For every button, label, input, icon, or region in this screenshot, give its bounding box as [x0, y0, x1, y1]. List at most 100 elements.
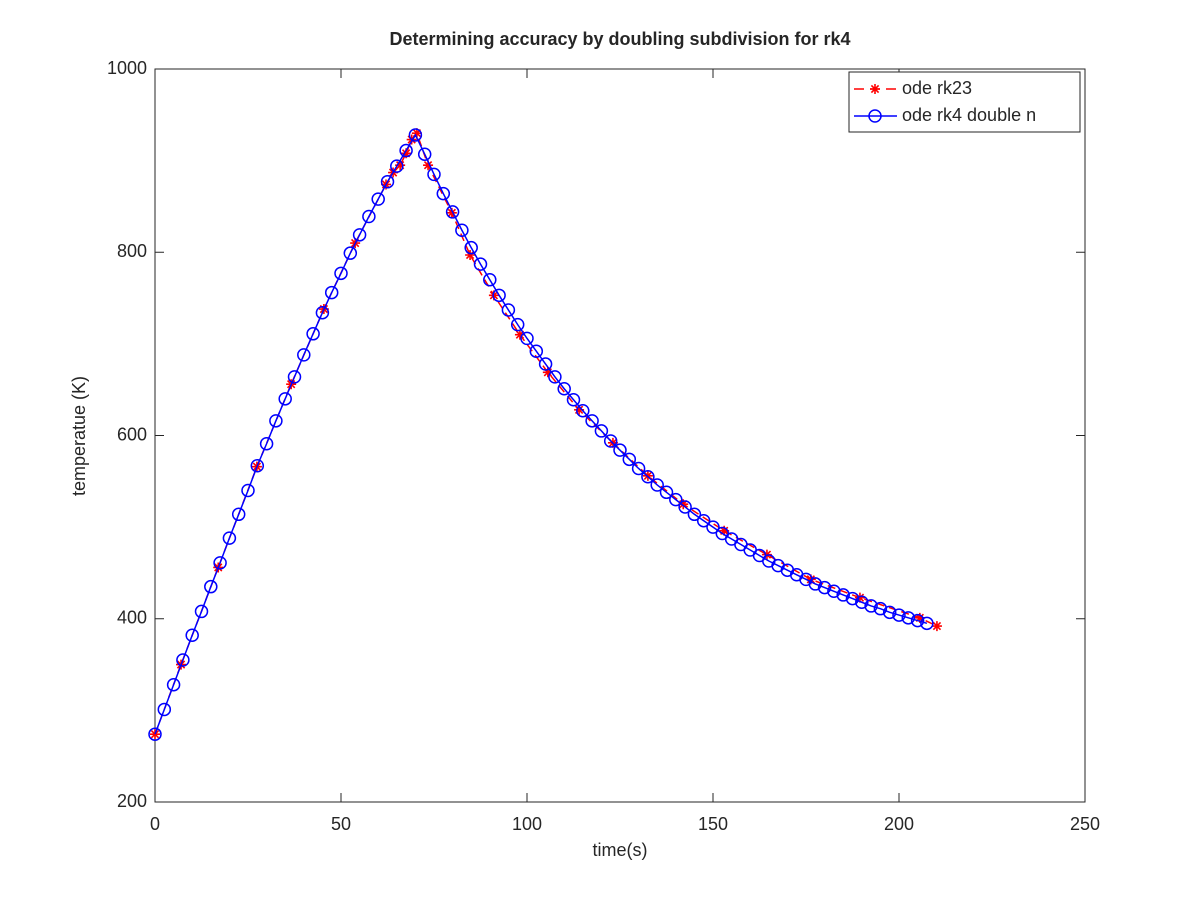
- chart-title: Determining accuracy by doubling subdivi…: [389, 29, 850, 49]
- legend-label: ode rk23: [902, 78, 972, 98]
- marker: [613, 443, 627, 457]
- marker: [423, 160, 434, 171]
- marker: [455, 223, 469, 238]
- marker: [678, 499, 689, 510]
- marker: [427, 167, 441, 182]
- marker: [706, 520, 720, 534]
- marker: [324, 285, 339, 300]
- marker: [306, 327, 320, 341]
- marker: [166, 677, 181, 692]
- marker: [920, 616, 934, 631]
- marker: [473, 257, 488, 271]
- marker: [687, 507, 702, 522]
- marker: [566, 393, 581, 407]
- marker: [641, 469, 655, 484]
- marker: [446, 207, 457, 218]
- marker: [411, 128, 422, 139]
- y-tick-label: 200: [117, 791, 147, 811]
- marker: [574, 404, 585, 415]
- marker: [287, 370, 302, 384]
- x-tick-label: 100: [512, 814, 542, 834]
- marker: [855, 595, 869, 610]
- marker: [259, 436, 274, 451]
- marker: [538, 357, 553, 371]
- marker: [213, 556, 227, 570]
- marker: [501, 303, 516, 317]
- marker: [576, 404, 590, 418]
- marker: [241, 483, 255, 498]
- marker: [808, 577, 823, 591]
- marker: [492, 288, 506, 303]
- marker: [520, 331, 534, 346]
- marker: [315, 305, 330, 320]
- marker: [395, 160, 406, 171]
- marker: [557, 382, 571, 396]
- marker: [250, 458, 265, 473]
- marker: [631, 461, 646, 476]
- marker: [873, 601, 888, 616]
- marker: [510, 317, 525, 332]
- marker: [399, 143, 413, 158]
- marker: [845, 591, 860, 606]
- marker: [817, 580, 832, 595]
- y-tick-label: 600: [117, 424, 147, 444]
- marker: [669, 492, 683, 507]
- legend-label: ode rk4 double n: [902, 105, 1036, 125]
- marker: [334, 266, 348, 281]
- marker: [910, 613, 925, 628]
- marker: [836, 588, 850, 602]
- marker: [380, 174, 395, 189]
- marker: [892, 608, 906, 622]
- legend-marker: [868, 109, 882, 123]
- marker: [194, 604, 209, 619]
- marker: [222, 531, 237, 545]
- legend-box: [848, 71, 1081, 133]
- marker: [352, 228, 367, 242]
- y-tick-label: 400: [117, 608, 147, 628]
- x-tick-label: 250: [1070, 814, 1100, 834]
- marker: [585, 414, 599, 428]
- marker: [854, 592, 865, 603]
- marker: [678, 500, 692, 514]
- marker: [401, 148, 412, 159]
- marker: [204, 579, 218, 594]
- marker: [150, 729, 160, 740]
- marker: [514, 329, 525, 340]
- marker: [622, 452, 637, 467]
- marker: [901, 611, 916, 625]
- marker: [176, 653, 190, 667]
- marker: [488, 290, 499, 301]
- marker: [269, 414, 283, 428]
- legend-marker: [870, 84, 880, 94]
- marker: [390, 159, 404, 173]
- marker: [931, 621, 942, 632]
- marker: [408, 128, 423, 142]
- y-tick-label: 800: [117, 241, 147, 261]
- marker: [157, 702, 172, 717]
- marker: [483, 272, 497, 287]
- marker: [371, 192, 385, 206]
- marker: [864, 599, 878, 613]
- marker: [445, 205, 460, 219]
- y-axis-label: temperatue (K): [69, 376, 89, 496]
- y-tick-label: 1000: [107, 58, 147, 78]
- marker: [882, 605, 897, 620]
- series-line: [154, 133, 928, 735]
- marker: [696, 513, 711, 528]
- marker: [548, 370, 562, 384]
- marker: [529, 344, 544, 358]
- marker: [827, 584, 841, 599]
- x-axis-label: time(s): [593, 840, 648, 860]
- marker: [362, 209, 376, 224]
- x-tick-label: 200: [884, 814, 914, 834]
- marker: [436, 186, 451, 201]
- marker: [719, 525, 730, 536]
- marker: [603, 434, 618, 448]
- marker: [465, 249, 476, 260]
- marker: [231, 507, 246, 522]
- marker: [148, 727, 162, 741]
- marker: [650, 478, 664, 492]
- marker: [278, 392, 292, 406]
